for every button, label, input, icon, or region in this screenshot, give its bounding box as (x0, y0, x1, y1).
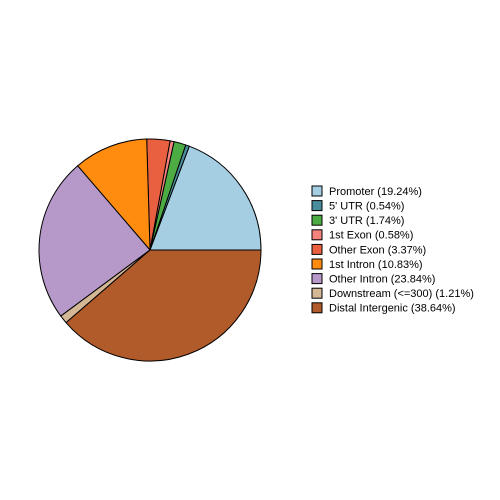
pie-slice (65, 249, 262, 362)
legend-swatch (311, 302, 323, 314)
legend-label: Downstream (<=300) (1.21%) (329, 288, 474, 300)
legend-label: Other Exon (3.37%) (329, 244, 426, 256)
pie-slice (76, 138, 151, 252)
legend-swatch (311, 243, 323, 255)
legend-label: 1st Intron (10.83%) (329, 259, 423, 271)
legend-label: Promoter (19.24%) (329, 186, 422, 198)
legend-swatch (311, 287, 323, 299)
legend-label: Other Intron (23.84%) (329, 274, 435, 286)
legend-label: 3' UTR (1.74%) (329, 215, 404, 227)
pie-slice (149, 145, 262, 251)
legend-swatch (311, 200, 323, 212)
legend-label: 5' UTR (0.54%) (329, 201, 404, 213)
legend-swatch (311, 229, 323, 241)
legend-swatch (311, 185, 323, 197)
legend-swatch (311, 214, 323, 226)
pie-slice (38, 165, 151, 317)
legend-swatch (311, 273, 323, 285)
legend-label: Distal Intergenic (38.64%) (329, 303, 456, 315)
legend-label: 1st Exon (0.58%) (329, 230, 413, 242)
legend-swatch (311, 258, 323, 270)
